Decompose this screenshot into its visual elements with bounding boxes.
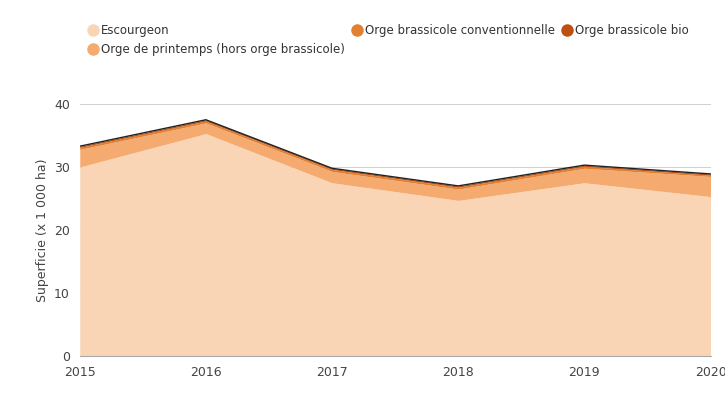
Legend: Escourgeon, Orge de printemps (hors orge brassicole), Orge brassicole convention: Escourgeon, Orge de printemps (hors orge… bbox=[86, 19, 694, 60]
Y-axis label: Superficie (x 1 000 ha): Superficie (x 1 000 ha) bbox=[36, 158, 49, 302]
